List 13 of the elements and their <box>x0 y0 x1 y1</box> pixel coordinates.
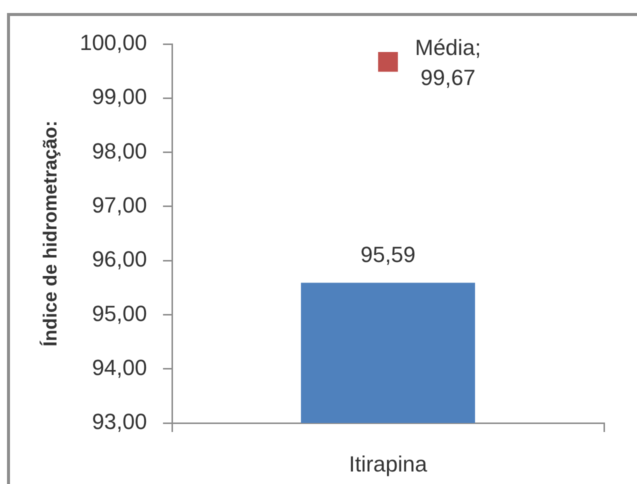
y-tick-label: 97,00 <box>92 192 147 218</box>
y-tick-label: 99,00 <box>92 84 147 110</box>
data-label: 95,59 <box>360 242 416 267</box>
y-axis-title: Índice de hidrometração: <box>40 120 62 346</box>
x-tick-label: Itirapina <box>348 451 428 476</box>
y-tick-label: 96,00 <box>92 246 147 272</box>
y-tick-label: 98,00 <box>92 138 147 164</box>
y-tick-label: 93,00 <box>92 409 147 434</box>
y-tick-label: 95,00 <box>92 300 147 326</box>
series-label: Média; <box>414 34 482 60</box>
y-tick-label: 100,00 <box>80 30 147 56</box>
data-label: 99,67 <box>420 64 476 90</box>
y-tick-label: 94,00 <box>92 354 147 380</box>
